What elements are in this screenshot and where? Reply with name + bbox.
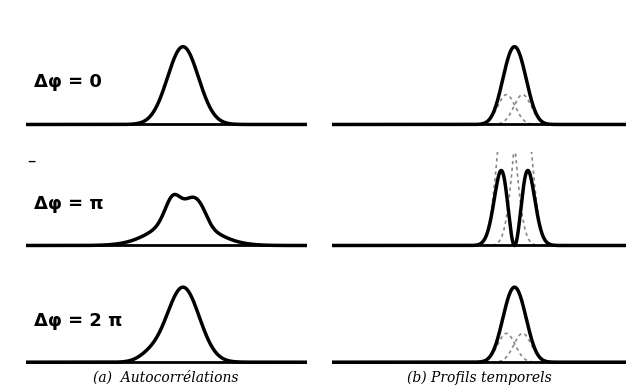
Text: (b) Profils temporels: (b) Profils temporels — [407, 371, 551, 385]
Text: Δφ = π: Δφ = π — [34, 195, 104, 213]
Text: Δφ = 2 π: Δφ = 2 π — [34, 312, 123, 330]
Text: (a)  Autocorrélations: (a) Autocorrélations — [93, 371, 239, 385]
Text: Δφ = 0: Δφ = 0 — [34, 73, 102, 91]
Text: –: – — [27, 152, 35, 170]
